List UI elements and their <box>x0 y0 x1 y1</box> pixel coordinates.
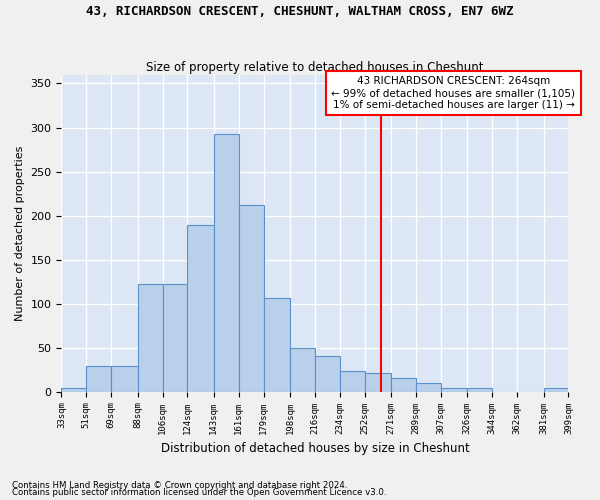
Bar <box>544 388 568 392</box>
Bar <box>391 378 416 392</box>
Bar <box>61 388 86 392</box>
Bar <box>111 366 137 392</box>
X-axis label: Distribution of detached houses by size in Cheshunt: Distribution of detached houses by size … <box>161 442 469 455</box>
Bar <box>365 373 391 392</box>
Bar <box>467 388 492 392</box>
Bar <box>263 298 290 392</box>
Title: Size of property relative to detached houses in Cheshunt: Size of property relative to detached ho… <box>146 60 484 74</box>
Bar <box>441 388 467 392</box>
Y-axis label: Number of detached properties: Number of detached properties <box>15 146 25 321</box>
Text: 43, RICHARDSON CRESCENT, CHESHUNT, WALTHAM CROSS, EN7 6WZ: 43, RICHARDSON CRESCENT, CHESHUNT, WALTH… <box>86 5 514 18</box>
Text: Contains public sector information licensed under the Open Government Licence v3: Contains public sector information licen… <box>12 488 386 497</box>
Bar <box>187 226 214 392</box>
Bar <box>163 284 187 392</box>
Bar <box>86 366 111 392</box>
Bar <box>239 205 263 392</box>
Bar <box>340 372 365 392</box>
Text: Contains HM Land Registry data © Crown copyright and database right 2024.: Contains HM Land Registry data © Crown c… <box>12 480 347 490</box>
Bar <box>416 383 441 392</box>
Bar <box>290 348 315 392</box>
Bar <box>137 284 163 392</box>
Bar <box>214 134 239 392</box>
Bar <box>315 356 340 392</box>
Text: 43 RICHARDSON CRESCENT: 264sqm
← 99% of detached houses are smaller (1,105)
1% o: 43 RICHARDSON CRESCENT: 264sqm ← 99% of … <box>331 76 575 110</box>
